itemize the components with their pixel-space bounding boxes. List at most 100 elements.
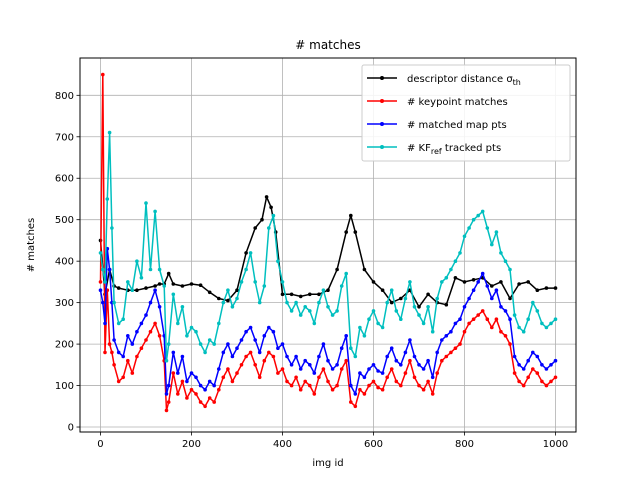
data-point (244, 354, 248, 359)
data-point (180, 284, 185, 288)
data-point (198, 283, 203, 288)
y-tick-label: 700 (55, 132, 74, 143)
data-point (289, 363, 294, 367)
data-point (267, 226, 271, 230)
data-point (499, 280, 503, 284)
data-point (203, 387, 207, 392)
data-point (276, 346, 280, 351)
data-point (285, 379, 289, 384)
data-point (412, 354, 417, 359)
data-point (339, 367, 344, 371)
data-point (339, 284, 344, 288)
data-point (148, 329, 153, 334)
data-point (244, 329, 248, 334)
data-point (408, 280, 412, 284)
data-point (394, 309, 399, 313)
data-point (221, 350, 226, 355)
data-point (171, 371, 176, 375)
data-point (194, 375, 198, 380)
legend-item: descriptor distance σth​ (367, 74, 521, 87)
x-tick-label: 0 (97, 439, 103, 450)
data-point (517, 379, 521, 384)
data-point (371, 363, 376, 367)
data-point (458, 342, 462, 346)
data-point (362, 375, 367, 380)
y-axis-label: # matches (26, 218, 37, 273)
data-point (508, 317, 512, 322)
data-point (262, 358, 267, 363)
data-point (257, 350, 262, 355)
data-point (157, 305, 162, 309)
data-point (303, 305, 308, 309)
data-point (135, 259, 139, 264)
data-point (239, 363, 244, 367)
x-tick-label: 600 (364, 439, 383, 450)
data-point (289, 383, 294, 388)
data-point (112, 300, 116, 305)
data-point (312, 392, 317, 396)
data-point (171, 292, 176, 297)
data-point (101, 267, 105, 272)
data-point (130, 371, 135, 375)
data-point (294, 300, 298, 305)
data-point (503, 334, 508, 338)
data-point (157, 334, 162, 338)
data-point (257, 375, 262, 380)
data-point (403, 350, 408, 355)
data-point (403, 296, 408, 301)
data-point (144, 313, 148, 317)
data-point (244, 267, 248, 272)
data-point (189, 371, 194, 375)
data-point (212, 342, 216, 346)
data-point (203, 350, 207, 355)
data-point (226, 342, 230, 346)
data-point (226, 367, 230, 371)
data-point (144, 338, 148, 342)
data-point (116, 286, 121, 290)
data-point (480, 209, 485, 214)
data-point (421, 321, 426, 326)
data-point (298, 367, 303, 371)
y-tick-label: 400 (55, 257, 74, 268)
data-point (349, 383, 353, 388)
data-point (221, 375, 226, 380)
data-point (164, 408, 169, 413)
data-point (157, 282, 162, 286)
data-point (553, 358, 558, 363)
data-point (260, 217, 264, 222)
legend-box (361, 64, 571, 162)
data-point (353, 354, 358, 359)
data-point (198, 383, 203, 388)
data-point (389, 288, 394, 293)
data-point (535, 354, 540, 359)
data-point (176, 392, 180, 396)
data-point (399, 363, 403, 367)
data-point (531, 300, 535, 305)
data-point (207, 290, 212, 295)
data-point (235, 296, 239, 301)
data-point (164, 358, 169, 363)
data-point (335, 267, 339, 272)
data-point (280, 367, 285, 371)
data-point (531, 350, 535, 355)
data-point (344, 230, 349, 234)
data-point (239, 280, 244, 284)
data-point (353, 392, 358, 396)
data-point (512, 371, 517, 375)
data-point (121, 317, 125, 322)
data-point (166, 383, 171, 388)
data-point (458, 251, 462, 255)
data-point (207, 396, 212, 400)
data-point (376, 321, 380, 326)
series-layer (98, 72, 558, 413)
data-point (344, 271, 349, 276)
data-point (462, 329, 467, 334)
data-point (417, 383, 421, 388)
data-point (144, 286, 148, 290)
data-point (417, 363, 421, 367)
data-point (230, 354, 235, 359)
legend: descriptor distance σth​ # keypoint match… (361, 64, 571, 162)
data-point (103, 321, 107, 326)
data-point (139, 321, 144, 326)
